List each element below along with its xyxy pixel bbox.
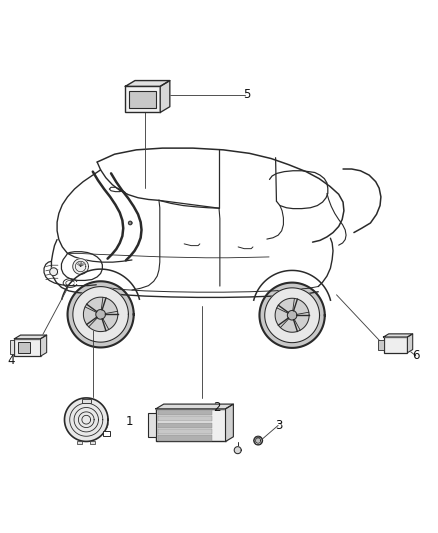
Text: 6: 6 [412,349,420,362]
Text: 2: 2 [213,401,221,415]
Bar [158,416,212,421]
Bar [156,409,226,441]
Bar [10,341,14,354]
Bar [82,399,91,403]
Bar [158,423,212,428]
Polygon shape [287,311,297,320]
Polygon shape [226,404,233,441]
Bar [384,337,407,353]
Text: 3: 3 [276,419,283,432]
Bar [129,91,156,108]
Polygon shape [133,97,138,102]
Polygon shape [83,297,118,332]
Bar [77,441,82,443]
Text: 4: 4 [7,353,15,367]
Polygon shape [67,281,134,348]
Bar [14,339,41,356]
Bar [158,410,212,415]
Bar [125,86,160,112]
Polygon shape [64,398,108,441]
Polygon shape [125,80,170,86]
Polygon shape [14,335,47,339]
Bar [90,441,95,443]
Bar [148,413,156,437]
Bar [378,340,384,350]
Polygon shape [160,80,170,112]
Bar [18,342,30,353]
Polygon shape [22,344,26,348]
Polygon shape [96,310,106,319]
Polygon shape [128,221,132,225]
Polygon shape [407,334,413,353]
Polygon shape [22,349,26,352]
Polygon shape [73,287,128,342]
Bar [103,431,110,436]
Polygon shape [275,298,309,332]
Text: 5: 5 [244,88,251,101]
Polygon shape [259,282,325,348]
Polygon shape [254,436,262,445]
Polygon shape [384,334,413,337]
Polygon shape [147,97,152,102]
Bar [158,429,212,434]
Text: 1: 1 [126,415,134,427]
Polygon shape [139,97,145,102]
Polygon shape [49,268,57,276]
Polygon shape [41,335,47,356]
Polygon shape [73,259,88,274]
Polygon shape [265,288,320,343]
Bar [158,435,212,441]
Polygon shape [234,447,241,454]
Polygon shape [255,438,261,443]
Polygon shape [156,404,233,409]
